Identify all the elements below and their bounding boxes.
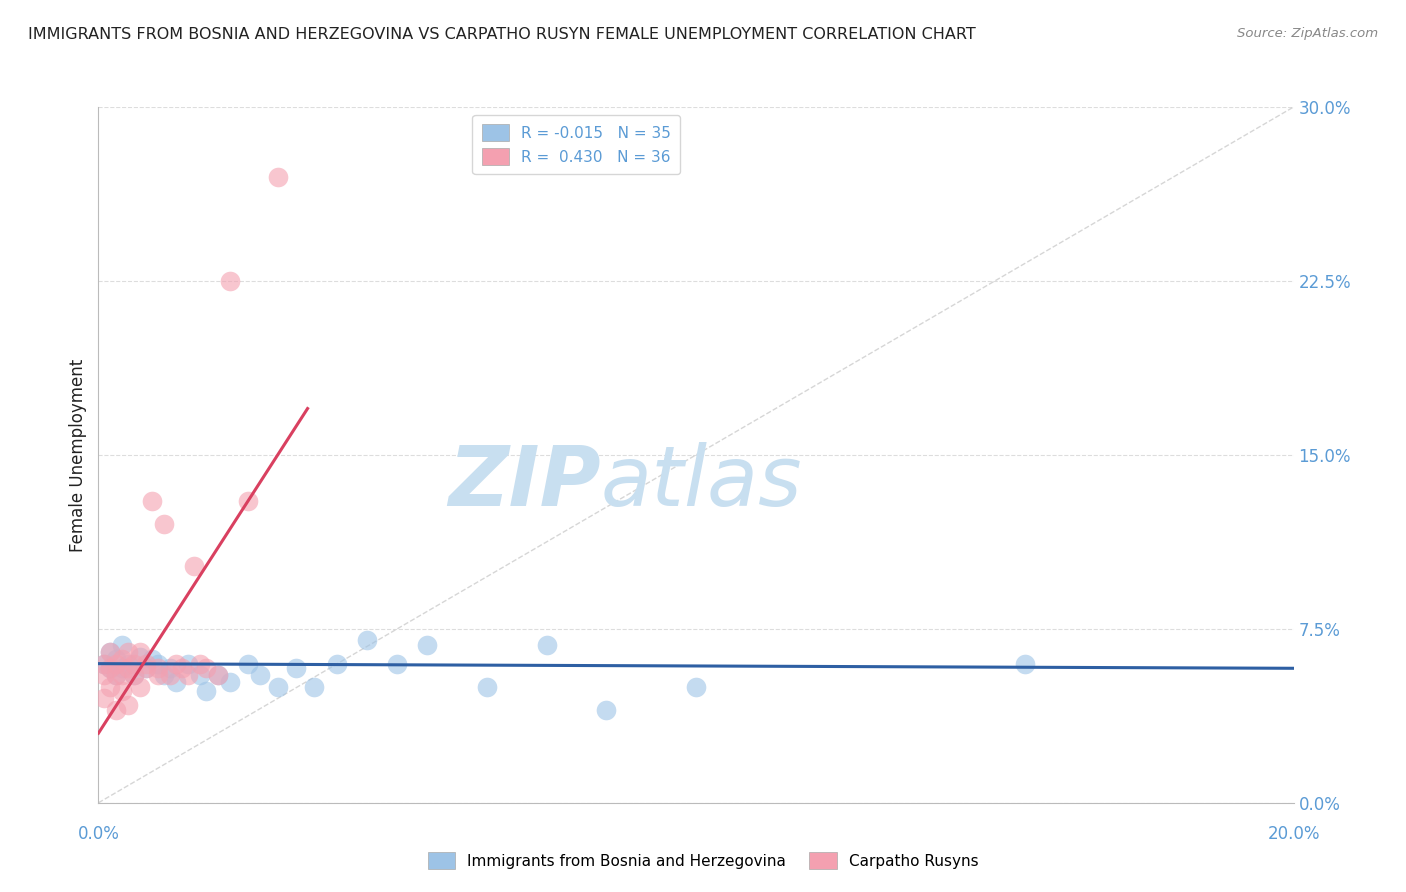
Point	[100, 661, 122, 675]
Point	[111, 684, 134, 698]
Point	[475, 680, 498, 694]
Point	[111, 668, 134, 682]
Point	[416, 638, 439, 652]
Point	[219, 675, 242, 690]
Text: 0.0%: 0.0%	[77, 825, 120, 843]
Point	[111, 638, 134, 652]
Point	[236, 494, 259, 508]
Point	[148, 657, 170, 671]
Point	[326, 657, 349, 671]
Text: 20.0%: 20.0%	[1267, 825, 1320, 843]
Point	[93, 657, 115, 671]
Point	[117, 661, 139, 675]
Point	[105, 668, 128, 682]
Point	[129, 680, 152, 694]
Point	[159, 661, 181, 675]
Point	[249, 668, 271, 682]
Point	[159, 668, 181, 682]
Point	[595, 703, 617, 717]
Y-axis label: Female Unemployment: Female Unemployment	[69, 359, 87, 551]
Point	[267, 169, 290, 184]
Point	[267, 680, 290, 694]
Point	[105, 703, 128, 717]
Point	[105, 657, 128, 671]
Point	[284, 661, 307, 675]
Point	[356, 633, 378, 648]
Point	[165, 657, 187, 671]
Point	[153, 668, 176, 682]
Point	[207, 668, 229, 682]
Point	[188, 668, 211, 682]
Point	[135, 661, 157, 675]
Point	[124, 668, 146, 682]
Point	[124, 657, 146, 671]
Point	[148, 668, 170, 682]
Point	[129, 649, 152, 664]
Text: Source: ZipAtlas.com: Source: ZipAtlas.com	[1237, 27, 1378, 40]
Point	[100, 680, 122, 694]
Legend: R = -0.015   N = 35, R =  0.430   N = 36: R = -0.015 N = 35, R = 0.430 N = 36	[472, 115, 681, 175]
Point	[100, 661, 122, 675]
Point	[153, 517, 176, 532]
Point	[148, 661, 170, 675]
Point	[135, 657, 157, 671]
Point	[302, 680, 325, 694]
Text: IMMIGRANTS FROM BOSNIA AND HERZEGOVINA VS CARPATHO RUSYN FEMALE UNEMPLOYMENT COR: IMMIGRANTS FROM BOSNIA AND HERZEGOVINA V…	[28, 27, 976, 42]
Point	[105, 652, 128, 666]
Point	[117, 657, 139, 671]
Text: ZIP: ZIP	[447, 442, 600, 524]
Point	[195, 661, 218, 675]
Point	[93, 691, 115, 706]
Point	[207, 668, 229, 682]
Point	[195, 684, 218, 698]
Point	[177, 668, 200, 682]
Point	[117, 645, 139, 659]
Point	[183, 559, 205, 574]
Point	[124, 668, 146, 682]
Point	[117, 698, 139, 713]
Point	[219, 274, 242, 288]
Point	[536, 638, 558, 652]
Point	[105, 668, 128, 682]
Point	[100, 645, 122, 659]
Point	[129, 645, 152, 659]
Point	[100, 645, 122, 659]
Point	[141, 652, 163, 666]
Point	[188, 657, 211, 671]
Point	[93, 657, 115, 671]
Text: atlas: atlas	[600, 442, 801, 524]
Point	[685, 680, 707, 694]
Point	[93, 668, 115, 682]
Point	[172, 661, 194, 675]
Point	[177, 657, 200, 671]
Point	[385, 657, 409, 671]
Point	[111, 661, 134, 675]
Point	[165, 675, 187, 690]
Point	[111, 652, 134, 666]
Point	[135, 661, 157, 675]
Point	[1014, 657, 1036, 671]
Point	[236, 657, 259, 671]
Point	[141, 494, 163, 508]
Legend: Immigrants from Bosnia and Herzegovina, Carpatho Rusyns: Immigrants from Bosnia and Herzegovina, …	[422, 846, 984, 875]
